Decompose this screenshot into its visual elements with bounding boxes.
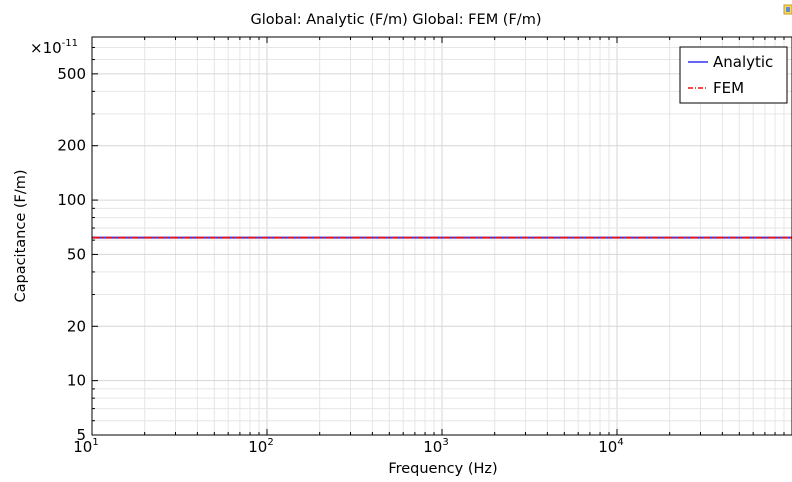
- x-tick-label: 104: [598, 437, 623, 456]
- y-tick-label: 100: [57, 191, 86, 209]
- toolbar-icon: [783, 4, 792, 15]
- x-tick-label: 103: [423, 437, 448, 456]
- y-tick-label: 10: [67, 372, 86, 390]
- x-axis-label: Frequency (Hz): [388, 461, 497, 477]
- grid-lines: [91, 36, 792, 436]
- y-tick-label: 20: [67, 317, 86, 335]
- y-tick-label: 5: [76, 426, 86, 444]
- legend-label-analytic: Analytic: [713, 53, 773, 71]
- y-axis-label: Capacitance (F/m): [13, 169, 29, 302]
- axis-ticks: [91, 36, 785, 436]
- y-tick-label: 500: [57, 65, 86, 83]
- chart-title: Global: Analytic (F/m) Global: FEM (F/m): [251, 12, 542, 28]
- x-tick-labels: 101 102 103 104: [73, 437, 623, 456]
- x-tick-label: 101: [73, 437, 98, 456]
- y-tick-labels: 5 10 20 50 100 200 500: [57, 65, 86, 444]
- x-tick-label: 102: [248, 437, 273, 456]
- y-tick-label: 200: [57, 137, 86, 155]
- y-multiplier: ×10-11: [30, 38, 78, 57]
- legend: Analytic FEM: [679, 46, 788, 104]
- y-tick-label: 50: [67, 245, 86, 263]
- legend-label-fem: FEM: [713, 79, 744, 97]
